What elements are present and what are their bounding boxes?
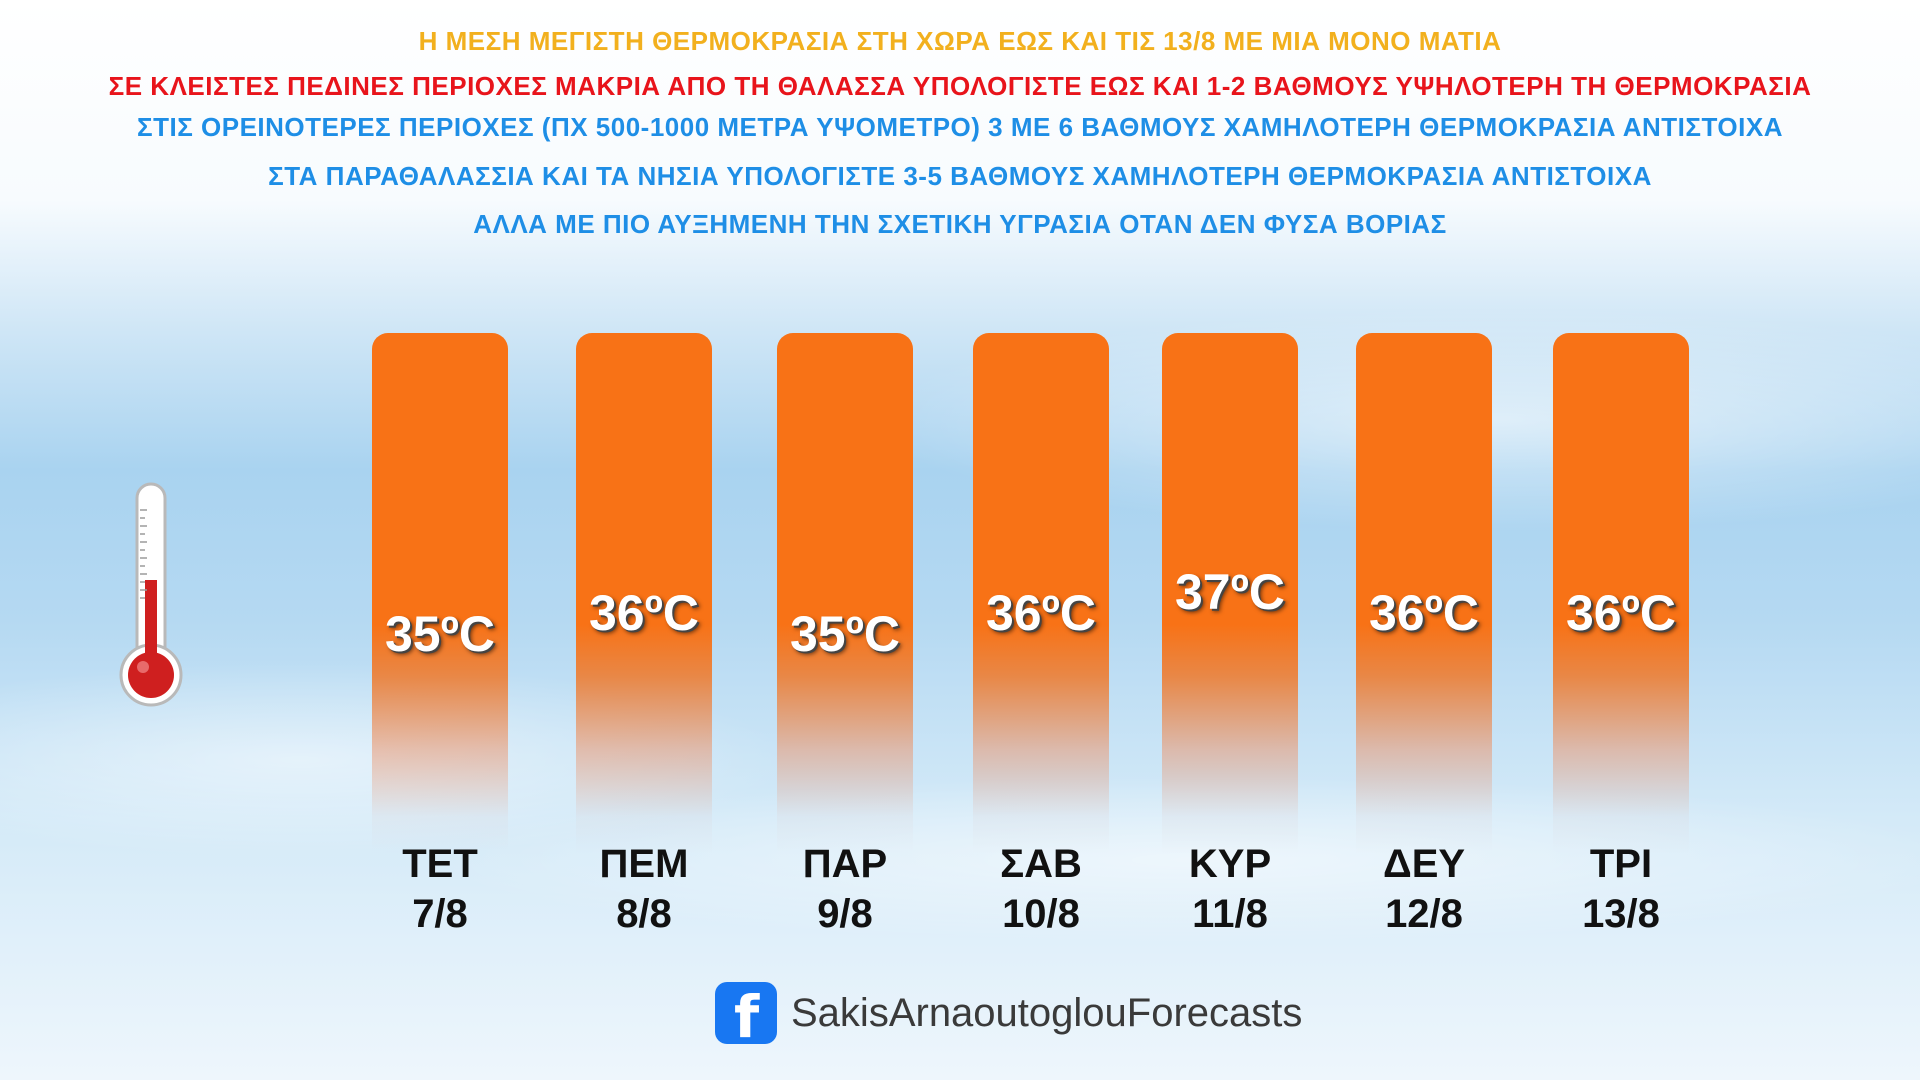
footer: f SakisArnaoutoglouForecasts bbox=[715, 982, 1302, 1044]
temperature-bar bbox=[1553, 333, 1689, 853]
note-mountain: ΣΤΙΣ ΟΡΕΙΝΟΤΕΡΕΣ ΠΕΡΙΟΧΕΣ (ΠΧ 500-1000 Μ… bbox=[136, 112, 1783, 142]
date-label: 11/8 bbox=[1192, 892, 1268, 936]
date-label: 9/8 bbox=[817, 892, 873, 936]
temperature-bar bbox=[777, 333, 913, 853]
temperature-label: 36ºC bbox=[986, 585, 1096, 641]
temperature-label: 35ºC bbox=[385, 606, 495, 662]
note-coastal: ΣΤΑ ΠΑΡΑΘΑΛΑΣΣΙΑ ΚΑΙ ΤΑ ΝΗΣΙΑ ΥΠΟΛΟΓΙΣΤΕ… bbox=[268, 161, 1652, 191]
date-label: 12/8 bbox=[1385, 892, 1463, 936]
note-lowland: ΣΕ ΚΛΕΙΣΤΕΣ ΠΕΔΙΝΕΣ ΠΕΡΙΟΧΕΣ ΜΑΚΡΙΑ ΑΠΟ … bbox=[108, 71, 1812, 101]
temperature-label: 35ºC bbox=[790, 606, 900, 662]
day-label: ΠΕΜ bbox=[599, 842, 689, 886]
temperature-label: 36ºC bbox=[589, 585, 699, 641]
facebook-icon[interactable]: f bbox=[715, 982, 777, 1044]
date-label: 10/8 bbox=[1002, 892, 1080, 936]
thermometer-icon bbox=[119, 482, 183, 707]
title-line: Η ΜΕΣΗ ΜΕΓΙΣΤΗ ΘΕΡΜΟΚΡΑΣΙΑ ΣΤΗ ΧΩΡΑ ΕΩΣ … bbox=[418, 26, 1502, 56]
date-label: 7/8 bbox=[412, 892, 468, 936]
temperature-bar bbox=[1356, 333, 1492, 853]
facebook-page-name[interactable]: SakisArnaoutoglouForecasts bbox=[791, 990, 1303, 1035]
temperature-bar bbox=[973, 333, 1109, 853]
day-label: ΤΡΙ bbox=[1589, 842, 1653, 886]
temperature-label: 36ºC bbox=[1369, 585, 1479, 641]
day-label: ΣΑΒ bbox=[1000, 842, 1082, 886]
date-label: 8/8 bbox=[616, 892, 672, 936]
temperature-bar bbox=[1162, 333, 1298, 853]
day-label: ΠΑΡ bbox=[802, 842, 888, 886]
note-humidity: ΑΛΛΑ ΜΕ ΠΙΟ ΑΥΞΗΜΕΝΗ ΤΗΝ ΣΧΕΤΙΚΗ ΥΓΡΑΣΙΑ… bbox=[473, 209, 1447, 239]
temperature-label: 36ºC bbox=[1566, 585, 1676, 641]
temperature-label: 37ºC bbox=[1175, 564, 1285, 620]
day-label: ΤΕΤ bbox=[402, 842, 478, 886]
day-label: ΚΥΡ bbox=[1188, 842, 1272, 886]
temperature-bar bbox=[372, 333, 508, 853]
day-label: ΔΕΥ bbox=[1382, 842, 1466, 886]
temperature-bar bbox=[576, 333, 712, 853]
date-label: 13/8 bbox=[1582, 892, 1660, 936]
